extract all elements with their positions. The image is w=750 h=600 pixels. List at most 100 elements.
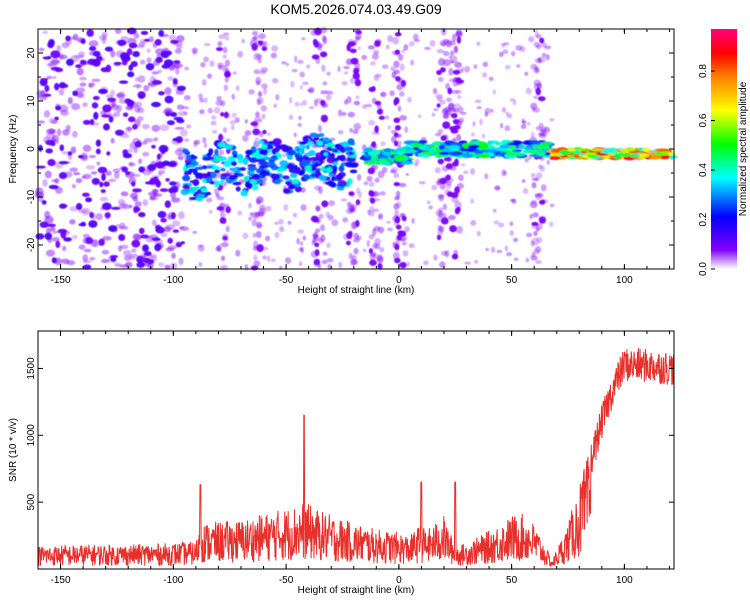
heatmap-noise-cell [253,69,261,75]
heatmap-noise-cell [208,209,213,214]
heatmap-noise-cell [349,77,355,84]
heatmap-noise-cell [82,173,92,180]
heatmap-noise-cell [149,195,156,201]
heatmap-noise-cell [352,129,359,135]
heatmap-signal-cell [336,183,346,187]
heatmap-noise-cell [405,172,409,176]
heatmap-ytick-label: 0 [26,146,37,152]
heatmap-noise-cell [322,251,328,256]
heatmap-noise-cell [164,200,171,209]
heatmap-noise-cell [372,190,378,198]
heatmap-noise-cell [263,87,267,95]
heatmap-noise-cell [401,241,407,246]
heatmap-signal-cell [220,173,230,177]
heatmap-noise-cell [300,187,306,193]
heatmap-noise-cell [142,244,149,252]
heatmap-noise-cell [526,232,533,238]
heatmap-noise-cell [151,144,156,149]
heatmap-noise-cell [534,30,539,39]
heatmap-noise-cell [363,181,369,186]
heatmap-noise-cell [267,255,271,262]
heatmap-signal-cell [477,153,491,158]
heatmap-noise-cell [75,178,83,184]
heatmap-signal-cell [309,132,319,138]
heatmap-noise-cell [171,197,181,203]
heatmap-noise-cell [110,49,116,58]
heatmap-signal-cell [236,153,244,161]
heatmap-signal-cell [257,140,265,145]
heatmap-noise-cell [429,39,436,47]
heatmap-noise-cell [399,63,405,72]
heatmap-noise-cell [215,193,220,198]
heatmap-signal-cell [247,166,258,172]
heatmap-noise-cell [341,111,347,116]
heatmap-signal-cell [309,156,320,162]
heatmap-noise-cell [352,220,358,229]
heatmap-noise-cell [418,181,426,185]
heatmap-signal-cell [349,169,358,174]
heatmap-signal-cell [189,180,198,184]
heatmap-noise-cell [470,168,476,175]
heatmap-signal-cell [307,141,314,146]
heatmap-noise-cell [516,64,521,68]
heatmap-noise-cell [292,212,298,218]
heatmap-noise-cell [457,174,464,182]
heatmap-signal-cell [195,197,204,202]
heatmap-signal-cell [182,174,191,182]
heatmap-noise-cell [51,237,60,242]
heatmap-noise-cell [46,75,53,80]
heatmap-noise-cell [152,61,160,66]
heatmap-signal-cell [322,137,331,143]
heatmap-ytick-label: -20 [26,237,37,252]
heatmap-noise-cell [321,103,329,108]
heatmap-noise-cell [225,70,231,78]
heatmap-noise-cell [48,38,55,47]
heatmap-noise-cell [299,102,303,106]
heatmap-signal-cell [232,154,238,158]
heatmap-signal-cell [313,137,320,141]
heatmap-noise-cell [96,57,106,62]
heatmap-noise-cell [374,40,381,47]
heatmap-noise-cell [366,240,371,248]
heatmap-noise-cell [346,43,351,52]
colorbar-tick-label: 0.0 [698,262,709,276]
heatmap-noise-cell [426,200,431,205]
heatmap-noise-cell [104,46,113,52]
heatmap-noise-cell [271,45,279,52]
heatmap-signal-cell [186,153,191,161]
heatmap-noise-cell [464,261,471,265]
heatmap-noise-cell [474,99,482,104]
heatmap-noise-cell [198,262,203,268]
heatmap-noise-cell [157,152,163,159]
heatmap-noise-cell [377,170,385,179]
heatmap-noise-cell [449,166,457,171]
snr-ylabel: SNR (10 * v/v) [8,418,19,482]
heatmap-noise-cell [546,159,550,165]
heatmap-noise-cell [211,129,218,134]
heatmap-noise-cell [318,43,324,48]
heatmap-xlabel: Height of straight line (km) [298,285,415,296]
heatmap-noise-cell [369,209,375,217]
heatmap-noise-cell [510,50,516,57]
heatmap-noise-cell [369,61,377,66]
heatmap-noise-cell [114,262,122,267]
heatmap-signal-cell [573,149,581,154]
heatmap-noise-cell [118,203,129,209]
heatmap-noise-cell [89,256,96,261]
heatmap-noise-cell [470,198,475,204]
heatmap-noise-cell [134,201,142,207]
heatmap-noise-cell [97,166,108,174]
heatmap-noise-cell [502,49,509,55]
heatmap-noise-cell [158,262,165,267]
heatmap-noise-cell [141,123,150,130]
heatmap-noise-cell [445,82,450,90]
heatmap-noise-cell [155,226,165,234]
heatmap-noise-cell [162,166,167,170]
heatmap-noise-cell [102,123,111,131]
heatmap-noise-cell [377,226,385,234]
heatmap-noise-cell [43,110,51,118]
heatmap-noise-cell [338,261,343,269]
heatmap-noise-cell [217,41,223,47]
heatmap-signal-cell [478,141,487,146]
heatmap-noise-cell [267,132,271,136]
